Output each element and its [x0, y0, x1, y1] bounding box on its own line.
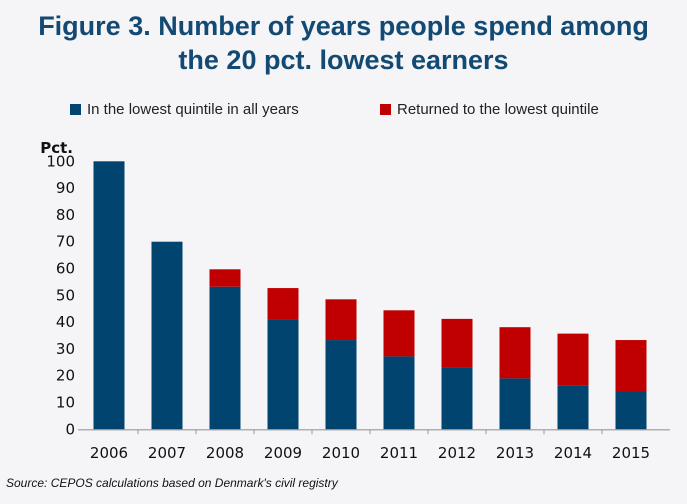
y-tick-label: 80 — [56, 206, 75, 224]
x-tick-label: 2008 — [206, 444, 244, 462]
legend-swatch-blue — [70, 104, 81, 115]
y-axis-label: Pct. — [40, 139, 73, 157]
y-tick-label: 90 — [56, 179, 75, 197]
y-tick-label: 70 — [56, 233, 75, 251]
y-tick-label: 40 — [56, 313, 75, 331]
y-tick-label: 100 — [46, 152, 75, 170]
y-tick-label: 10 — [56, 394, 75, 412]
legend-label: Returned to the lowest quintile — [397, 101, 599, 118]
bar-returned-2010 — [325, 299, 357, 341]
bar-all-years-2007 — [151, 241, 183, 430]
bar-all-years-2008 — [209, 286, 241, 430]
bar-all-years-2009 — [267, 319, 299, 430]
x-tick-label: 2011 — [380, 444, 418, 462]
bar-returned-2015 — [615, 340, 647, 392]
legend-item-all-years: In the lowest quintile in all years — [70, 101, 299, 118]
y-tick-label: 50 — [56, 286, 75, 304]
x-tick-label: 2014 — [554, 444, 592, 462]
legend-item-returned: Returned to the lowest quintile — [380, 101, 599, 118]
bar-returned-2011 — [383, 310, 415, 357]
y-tick-label: 60 — [56, 260, 75, 278]
x-tick-label: 2010 — [322, 444, 360, 462]
bar-all-years-2006 — [93, 161, 125, 430]
y-tick-label: 20 — [56, 367, 75, 385]
chart-title-line1: Figure 3. Number of years people spend a… — [38, 11, 649, 41]
x-tick-label: 2013 — [496, 444, 534, 462]
y-tick-label: 30 — [56, 340, 75, 358]
x-tick-label: 2007 — [148, 444, 186, 462]
x-tick-label: 2015 — [612, 444, 650, 462]
bar-all-years-2010 — [325, 340, 357, 430]
legend-label: In the lowest quintile in all years — [87, 101, 299, 118]
x-tick-label: 2012 — [438, 444, 476, 462]
bar-returned-2008 — [209, 269, 241, 287]
bar-returned-2013 — [499, 327, 531, 379]
chart-title-line2: the 20 pct. lowest earners — [178, 45, 509, 75]
x-tick-label: 2006 — [90, 444, 128, 462]
bar-returned-2009 — [267, 288, 299, 320]
bar-all-years-2011 — [383, 356, 415, 430]
source-note: Source: CEPOS calculations based on Denm… — [6, 476, 338, 490]
bar-all-years-2015 — [615, 391, 647, 430]
bar-returned-2014 — [557, 333, 589, 386]
bar-all-years-2012 — [441, 367, 473, 430]
bar-all-years-2014 — [557, 385, 589, 430]
y-tick-label: 0 — [65, 420, 75, 438]
bar-returned-2012 — [441, 318, 473, 368]
bar-all-years-2013 — [499, 378, 531, 430]
x-tick-label: 2009 — [264, 444, 302, 462]
legend-swatch-red — [380, 104, 391, 115]
